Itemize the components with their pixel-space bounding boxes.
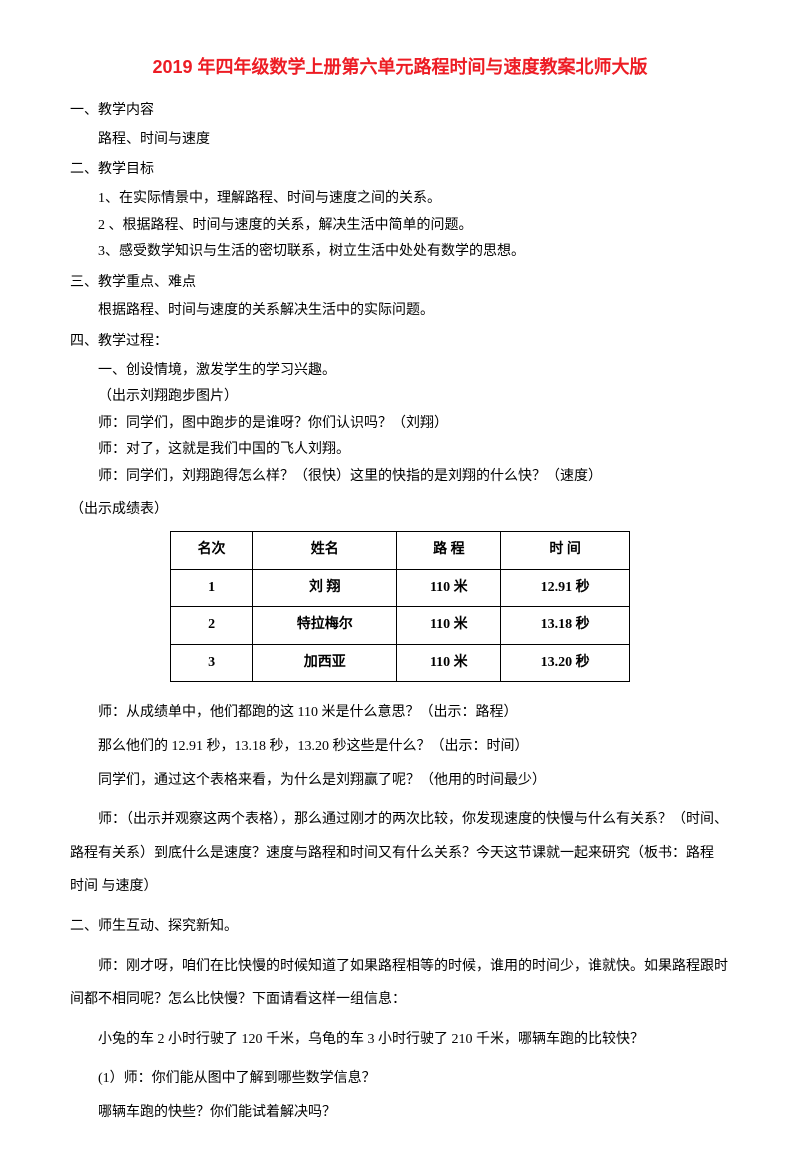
cell: 特拉梅尔 (253, 607, 397, 645)
section-3-p1: 根据路程、时间与速度的关系解决生活中的实际问题。 (70, 298, 730, 325)
table-row: 2 特拉梅尔 110 米 13.18 秒 (171, 607, 630, 645)
show-results-label: （出示成绩表） (70, 497, 730, 524)
col-time: 时 间 (501, 532, 630, 570)
section-5-head: 二、师生互动、探究新知。 (70, 910, 730, 944)
page-title: 2019 年四年级数学上册第六单元路程时间与速度教案北师大版 (70, 50, 730, 84)
section-4-p3: 师：同学们，图中跑步的是谁呀？你们认识吗？（刘翔） (70, 411, 730, 438)
cell: 12.91 秒 (501, 569, 630, 607)
cell: 加西亚 (253, 644, 397, 682)
section-5-p3: (1）师：你们能从图中了解到哪些数学信息？ (70, 1062, 730, 1096)
cell: 13.18 秒 (501, 607, 630, 645)
after-table-p2: 那么他们的 12.91 秒，13.18 秒，13.20 秒这些是什么？（出示：时… (70, 730, 730, 764)
section-3-head: 三、教学重点、难点 (70, 270, 730, 297)
cell: 110 米 (397, 569, 501, 607)
after-table-p1: 师：从成绩单中，他们都跑的这 110 米是什么意思？（出示：路程） (70, 696, 730, 730)
after-table-p4: 师：（出示并观察这两个表格），那么通过刚才的两次比较，你发现速度的快慢与什么有关… (70, 803, 730, 904)
section-4-p5: 师：同学们，刘翔跑得怎么样？（很快）这里的快指的是刘翔的什么快？（速度） (70, 464, 730, 491)
section-5-p1: 师：刚才呀，咱们在比快慢的时候知道了如果路程相等的时候，谁用的时间少，谁就快。如… (70, 950, 730, 1017)
section-4-p2: （出示刘翔跑步图片） (70, 384, 730, 411)
section-1-head: 一、教学内容 (70, 98, 730, 125)
section-4-head: 四、教学过程： (70, 329, 730, 356)
cell: 刘 翔 (253, 569, 397, 607)
results-table: 名次 姓名 路 程 时 间 1 刘 翔 110 米 12.91 秒 2 特拉梅尔… (170, 531, 630, 682)
cell: 1 (171, 569, 253, 607)
section-5-p2: 小兔的车 2 小时行驶了 120 千米，乌龟的车 3 小时行驶了 210 千米，… (70, 1023, 730, 1057)
section-4-p4: 师：对了，这就是我们中国的飞人刘翔。 (70, 437, 730, 464)
col-distance: 路 程 (397, 532, 501, 570)
after-table-p3: 同学们，通过这个表格来看，为什么是刘翔赢了呢？（他用的时间最少） (70, 764, 730, 798)
table-header-row: 名次 姓名 路 程 时 间 (171, 532, 630, 570)
col-rank: 名次 (171, 532, 253, 570)
section-2-p3: 3、感受数学知识与生活的密切联系，树立生活中处处有数学的思想。 (70, 239, 730, 266)
section-4-p1: 一、创设情境，激发学生的学习兴趣。 (70, 358, 730, 385)
section-2-p1: 1、在实际情景中，理解路程、时间与速度之间的关系。 (70, 186, 730, 213)
cell: 110 米 (397, 644, 501, 682)
cell: 3 (171, 644, 253, 682)
cell: 110 米 (397, 607, 501, 645)
section-1-p1: 路程、时间与速度 (70, 127, 730, 154)
section-2-head: 二、教学目标 (70, 157, 730, 184)
cell: 13.20 秒 (501, 644, 630, 682)
section-2-p2: 2 、根据路程、时间与速度的关系，解决生活中简单的问题。 (70, 213, 730, 240)
cell: 2 (171, 607, 253, 645)
table-row: 3 加西亚 110 米 13.20 秒 (171, 644, 630, 682)
col-name: 姓名 (253, 532, 397, 570)
table-row: 1 刘 翔 110 米 12.91 秒 (171, 569, 630, 607)
section-5-p4: 哪辆车跑的快些？你们能试着解决吗？ (70, 1096, 730, 1130)
